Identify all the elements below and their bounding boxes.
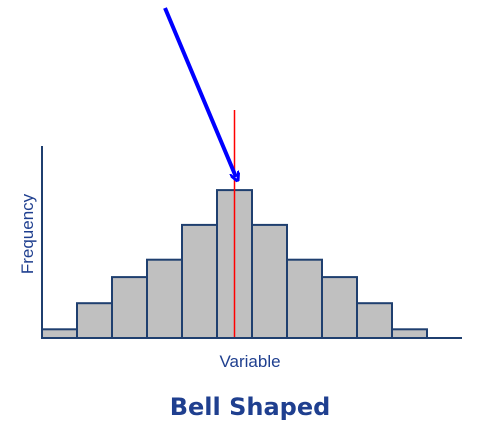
histogram-bar-9 xyxy=(321,276,358,340)
histogram-bar-7 xyxy=(251,223,288,339)
histogram-bar-2 xyxy=(76,302,113,340)
histogram-bar-8 xyxy=(286,258,323,340)
histogram-bar-11 xyxy=(391,328,428,339)
histogram-bar-4 xyxy=(146,258,183,340)
histogram-bar-1 xyxy=(41,328,78,339)
chart-caption: Bell Shaped xyxy=(169,393,331,421)
y-axis-label: Frequency xyxy=(18,193,37,275)
histogram-bar-10 xyxy=(356,302,393,340)
histogram-bar-5 xyxy=(181,223,218,339)
x-axis-label: Variable xyxy=(219,352,281,371)
histogram-bar-3 xyxy=(111,276,148,340)
pointer-arrow xyxy=(163,7,236,177)
